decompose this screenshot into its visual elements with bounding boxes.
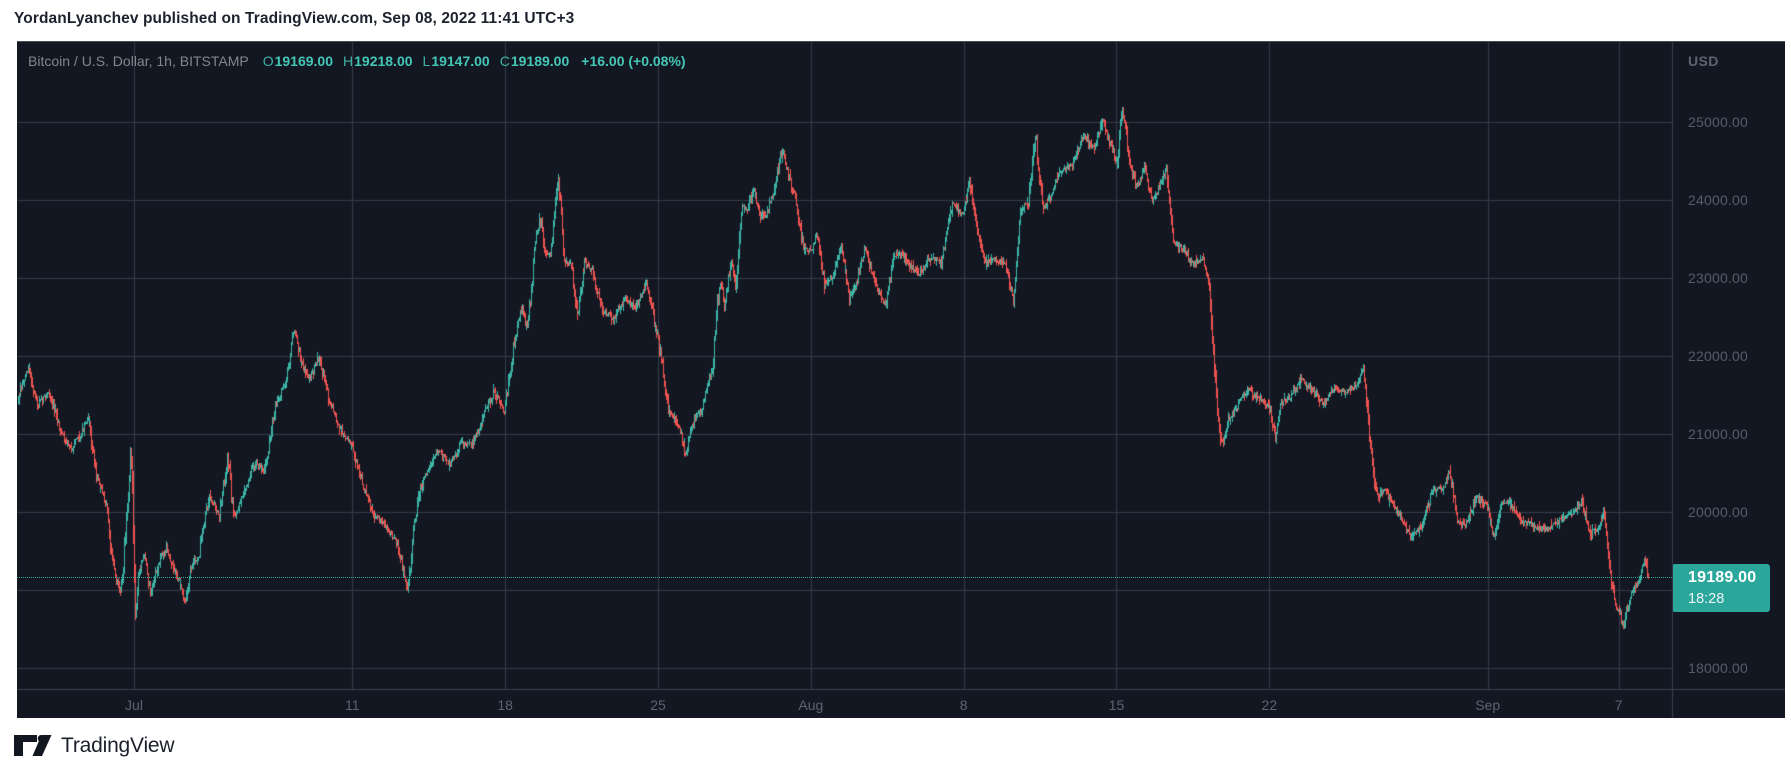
price-tick-label: 25000.00 bbox=[1688, 114, 1748, 130]
attribution-text: YordanLyanchev published on TradingView.… bbox=[14, 10, 575, 27]
ohlc-o: O19169.00 bbox=[262, 53, 333, 69]
time-tick-label: 11 bbox=[345, 697, 360, 713]
bar-countdown: 18:28 bbox=[1688, 591, 1725, 607]
footer-bar: TradingView bbox=[0, 718, 1791, 774]
candlestick-chart-canvas[interactable] bbox=[17, 42, 1785, 719]
chart-container: Bitcoin / U.S. Dollar, 1h, BITSTAMP O191… bbox=[17, 41, 1785, 719]
time-tick-label: 18 bbox=[497, 697, 513, 713]
tradingview-brand-text[interactable]: TradingView bbox=[61, 734, 175, 757]
time-tick-label: 15 bbox=[1108, 697, 1125, 713]
attribution-bar: YordanLyanchev published on TradingView.… bbox=[0, 0, 1791, 41]
symbol-legend: Bitcoin / U.S. Dollar, 1h, BITSTAMP O191… bbox=[28, 51, 686, 71]
ohlc-h: H19218.00 bbox=[343, 53, 413, 69]
price-tick-label: 18000.00 bbox=[1688, 660, 1748, 676]
time-tick-label: 25 bbox=[650, 697, 666, 713]
price-tick-label: 22000.00 bbox=[1688, 348, 1748, 364]
price-tick-label: 21000.00 bbox=[1688, 426, 1748, 442]
ohlc-c: C19189.00 bbox=[499, 53, 570, 69]
last-price-value: 19189.00 bbox=[1688, 569, 1757, 586]
price-tick-label: 20000.00 bbox=[1688, 504, 1748, 520]
time-tick-label: Sep bbox=[1475, 697, 1501, 713]
symbol-title[interactable]: Bitcoin / U.S. Dollar, 1h, BITSTAMP bbox=[28, 53, 249, 69]
last-price-tag: 19189.00 18:28 bbox=[1673, 564, 1770, 612]
last-price-line bbox=[17, 577, 1672, 578]
time-tick-label: 8 bbox=[959, 697, 968, 713]
time-tick-label: 22 bbox=[1261, 697, 1278, 713]
time-tick-label: 7 bbox=[1614, 697, 1623, 713]
time-tick-label: Jul bbox=[125, 697, 143, 713]
ohlc-l: L19147.00 bbox=[422, 53, 490, 69]
ohlc-values: O19169.00 H19218.00 L19147.00 C19189.00 bbox=[263, 53, 580, 69]
price-tick-label: 23000.00 bbox=[1688, 270, 1748, 286]
time-tick-label: Aug bbox=[798, 697, 824, 713]
time-axis[interactable]: Jul 11 18 25 Aug 8 15 22 Sep 7 bbox=[17, 690, 1785, 719]
price-tick-label: 24000.00 bbox=[1688, 192, 1748, 208]
price-change: +16.00 (+0.08%) bbox=[581, 53, 686, 69]
tradingview-logo-icon[interactable] bbox=[14, 735, 52, 757]
price-axis-unit: USD bbox=[1688, 53, 1719, 69]
